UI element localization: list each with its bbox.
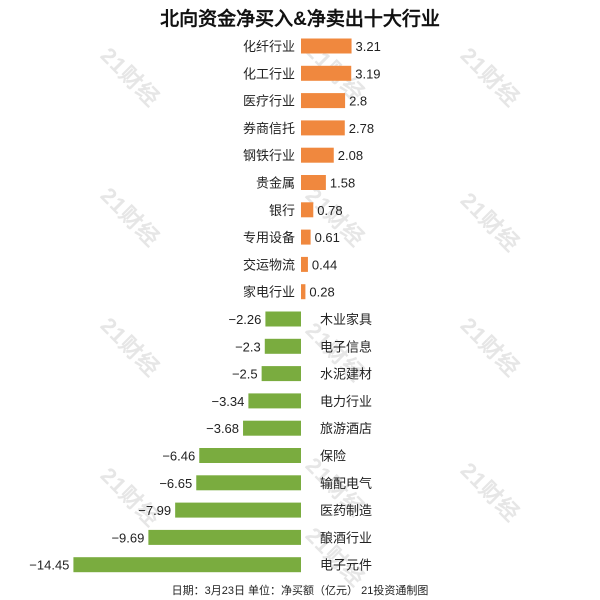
bar-19 (73, 557, 301, 573)
category-label-4: 钢铁行业 (243, 149, 295, 164)
category-label-3: 券商信托 (243, 121, 295, 137)
value-label-8: 0.44 (312, 257, 337, 272)
category-label-8: 交运物流 (243, 257, 295, 273)
value-label-18: −9.69 (111, 530, 144, 545)
bar-13 (248, 393, 301, 409)
bar-11 (264, 338, 301, 354)
bar-4 (301, 147, 334, 163)
category-label-5: 贵金属 (256, 176, 295, 192)
value-label-15: −6.46 (162, 449, 195, 464)
bar-16 (196, 475, 301, 491)
category-label-16: 输配电气 (320, 476, 372, 492)
value-label-9: 0.28 (309, 285, 334, 300)
category-label-18: 酿酒行业 (320, 530, 372, 546)
category-label-2: 医疗行业 (243, 95, 295, 110)
bar-7 (301, 229, 311, 245)
value-label-19: −14.45 (29, 558, 69, 573)
bar-9 (301, 284, 306, 300)
value-label-6: 0.78 (317, 203, 342, 218)
value-label-4: 2.08 (338, 148, 363, 163)
category-label-17: 医药制造 (320, 504, 372, 519)
bar-0 (301, 38, 352, 54)
bar-2 (301, 93, 346, 109)
bar-5 (301, 175, 326, 190)
chart-title: 北向资金净买入&净卖出十大行业 (160, 9, 440, 30)
bar-6 (301, 202, 314, 218)
value-label-16: −6.65 (159, 476, 192, 491)
bar-18 (148, 529, 301, 545)
category-label-19: 电子元件 (320, 559, 372, 574)
bar-17 (175, 502, 301, 518)
value-label-14: −3.68 (206, 421, 239, 436)
value-label-12: −2.5 (232, 367, 258, 382)
bar-8 (301, 256, 308, 272)
value-label-10: −2.26 (228, 312, 261, 327)
value-label-3: 2.78 (349, 121, 374, 136)
category-label-7: 专用设备 (243, 230, 295, 246)
value-label-17: −7.99 (138, 503, 171, 518)
value-label-1: 3.19 (355, 66, 380, 81)
bar-12 (261, 366, 301, 382)
value-label-5: 1.58 (330, 176, 355, 191)
category-label-10: 木业家具 (320, 312, 372, 328)
value-label-2: 2.8 (349, 94, 367, 109)
category-label-9: 家电行业 (243, 285, 295, 301)
chart-footer: 日期：3月23日 单位：净买额（亿元） 21投资通制图 (171, 585, 429, 597)
value-label-13: −3.34 (211, 394, 244, 409)
category-label-1: 化工行业 (243, 67, 295, 82)
value-label-7: 0.61 (315, 230, 340, 245)
bar-15 (199, 448, 301, 463)
bar-10 (265, 311, 301, 327)
bar-14 (243, 420, 301, 436)
category-label-14: 旅游酒店 (320, 422, 372, 437)
value-label-11: −2.3 (235, 339, 261, 354)
category-label-0: 化纤行业 (243, 40, 295, 55)
bar-3 (301, 120, 345, 136)
category-label-13: 电力行业 (320, 395, 372, 410)
category-label-12: 水泥建材 (320, 368, 372, 383)
category-label-15: 保险 (320, 450, 346, 465)
category-label-6: 银行 (269, 204, 295, 219)
bar-1 (301, 65, 352, 81)
category-label-11: 电子信息 (320, 339, 372, 355)
value-label-0: 3.21 (356, 39, 381, 54)
